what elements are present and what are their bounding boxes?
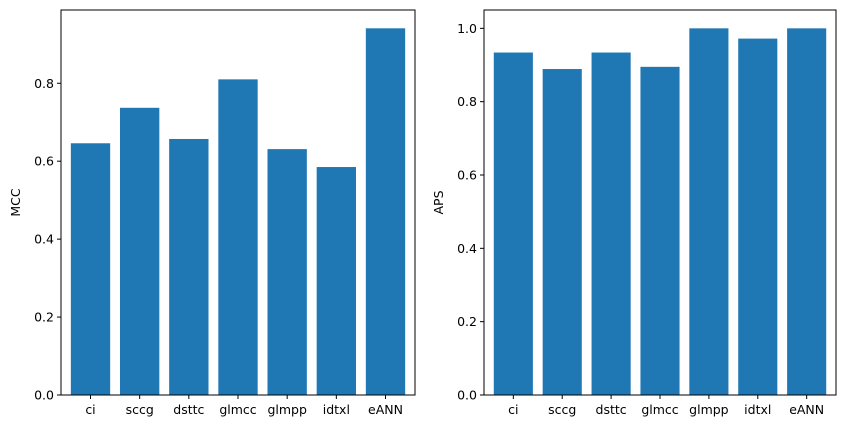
y-tick-label: 0.6 <box>457 168 477 183</box>
bar-dsttc <box>169 138 209 395</box>
mcc-chart-panel: ci sccg dsttc glmcc glmpp idtxl eANN 0.0 0.2 0.4 0… <box>8 9 416 417</box>
bar-idtxl <box>316 167 356 395</box>
bar-glmpp <box>267 149 307 395</box>
bar-eANN <box>787 28 827 395</box>
x-tick-label: ci <box>508 402 518 417</box>
bar-ci <box>493 52 533 396</box>
bar-ci <box>70 143 111 395</box>
y-tick-label: 0.4 <box>457 241 477 256</box>
x-tick-label: sccg <box>126 402 154 417</box>
x-tick-label: dsttc <box>173 402 204 417</box>
x-tick-label: dsttc <box>596 402 627 417</box>
y-tick-label: 0.8 <box>34 76 54 91</box>
y-axis-label: APS <box>431 190 446 214</box>
bar-glmpp <box>689 28 729 395</box>
x-tick-label: glmcc <box>641 402 678 417</box>
bar-dsttc <box>591 52 631 396</box>
x-tick-label: sccg <box>548 402 576 417</box>
bar-eANN <box>365 28 406 395</box>
bar-sccg <box>542 69 582 396</box>
y-tick-label: 0.2 <box>457 314 477 329</box>
bar-sccg <box>120 107 160 395</box>
x-tick-label: ci <box>85 402 95 417</box>
bar-glmcc <box>218 79 258 395</box>
y-tick-label: 0.0 <box>457 388 477 403</box>
x-tick-label: eANN <box>368 402 403 417</box>
y-tick-label: 0.8 <box>457 94 477 109</box>
x-tick-label: glmpp <box>689 402 729 417</box>
bar-glmcc <box>640 66 680 395</box>
aps-chart-panel: ci sccg dsttc glmcc glmpp idtxl eANN 0.0 0.2 0.4 0… <box>431 9 837 417</box>
x-tick-label: idtxl <box>323 402 350 417</box>
y-tick-label: 0.2 <box>34 310 54 325</box>
y-tick-label: 1.0 <box>457 21 477 36</box>
x-tick-label: glmpp <box>267 402 307 417</box>
y-tick-label: 0.6 <box>34 154 54 169</box>
x-tick-label: eANN <box>789 402 824 417</box>
bar-idtxl <box>738 38 778 395</box>
x-tick-label: idtxl <box>744 402 771 417</box>
y-axis-label: MCC <box>8 188 23 217</box>
y-tick-label: 0.4 <box>34 232 54 247</box>
y-tick-label: 0.0 <box>34 388 54 403</box>
x-tick-label: glmcc <box>219 402 256 417</box>
